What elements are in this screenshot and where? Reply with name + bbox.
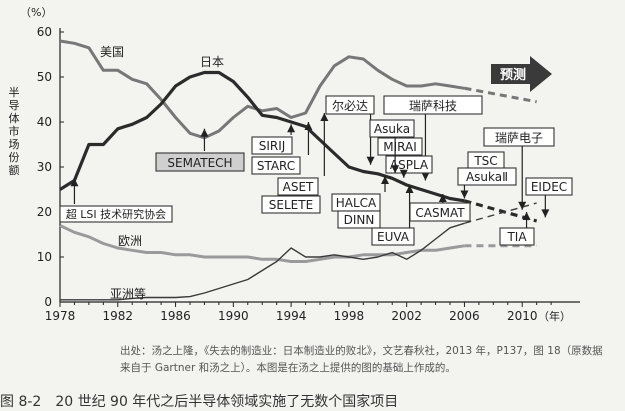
y-unit-label: （%） — [20, 6, 52, 19]
annotation-arrowhead — [518, 201, 527, 210]
annotation-arrowhead — [421, 172, 430, 181]
annotation-box — [377, 137, 423, 156]
annotation-label: EUVA — [377, 230, 410, 244]
annotation-box — [499, 227, 535, 246]
forecast-arrow-shape — [491, 56, 552, 92]
x-tick-label: 2002 — [391, 309, 422, 323]
annotation-box — [59, 205, 173, 223]
annotation-label: ASET — [283, 180, 314, 194]
y-tick-label: 60 — [37, 25, 52, 39]
annotation-box — [457, 167, 517, 186]
x-tick-label: 1986 — [160, 309, 191, 323]
annotation-label: CASMAT — [415, 206, 465, 220]
figure-caption: 图 8-2 20 世纪 90 年代之后半导体领域实施了无数个国家项目 — [0, 394, 399, 410]
annotation-arrowhead — [405, 185, 414, 193]
x-tick-label: 1994 — [276, 309, 307, 323]
y-tick-label: 0 — [44, 295, 52, 309]
annotation-arrowhead — [541, 209, 550, 218]
y-axis-label-char: 额 — [9, 164, 20, 177]
annotation-box — [371, 227, 415, 246]
annotation-arrowhead — [438, 194, 447, 202]
x-tick-label: 2010 — [507, 309, 538, 323]
annotation-box — [337, 210, 381, 229]
series-label-europe: 欧洲 — [118, 234, 142, 248]
annotation-arrowhead — [522, 212, 531, 220]
annotation-box — [383, 95, 483, 115]
annotation-label: ASPLA — [390, 158, 429, 172]
annotation-arrowhead — [320, 113, 329, 121]
annotation-box — [483, 127, 555, 147]
annotation-box — [251, 136, 293, 155]
annotation-box — [409, 202, 471, 222]
series-projection-亚洲等 — [464, 202, 537, 224]
annotation-label: 尔必达 — [332, 98, 368, 113]
annotation-box — [525, 177, 573, 196]
y-axis-label-char: 份 — [9, 151, 20, 164]
series-line-日本 — [59, 70, 465, 203]
x-unit-label: （年） — [538, 309, 571, 323]
source-note: 出处：汤之上隆，《失去的制造业：日本制造业的败北》，文艺春秋社，2013 年，P… — [120, 345, 603, 374]
y-axis-label-char: 半 — [9, 85, 20, 99]
annotation-arrowhead — [70, 178, 79, 187]
annotation-label: 超 LSI 技术研究协会 — [66, 207, 166, 221]
annotation-arrowhead — [399, 169, 408, 178]
y-tick-label: 10 — [37, 250, 52, 264]
annotation-label: TSC — [473, 154, 497, 168]
annotation-arrowhead — [381, 176, 389, 184]
forecast-arrow-label: 预测 — [500, 67, 526, 83]
annotation-box — [261, 195, 321, 214]
y-axis-label-char: 体 — [9, 111, 20, 125]
y-tick-label: 50 — [37, 70, 52, 84]
x-tick-label: 1990 — [218, 309, 249, 323]
x-tick-label: 1982 — [103, 309, 134, 323]
annotation-box — [251, 156, 301, 175]
series-label-asia: 亚洲等 — [110, 287, 146, 301]
y-axis-label-char: 场 — [9, 137, 20, 151]
y-tick-label: 20 — [37, 205, 52, 219]
annotation-arrowhead — [366, 156, 375, 165]
annotation-label: 瑞萨科技 — [409, 99, 457, 113]
annotation-label: 瑞萨电子 — [495, 131, 543, 145]
annotation-label: STARC — [257, 159, 295, 173]
annotation-arrowhead — [391, 165, 400, 174]
annotation-arrowhead — [304, 122, 313, 130]
annotation-label: Asuka — [374, 122, 410, 136]
series-line-美国 — [59, 39, 465, 140]
annotation-box — [385, 155, 433, 174]
annotation-label: HALCA — [336, 196, 377, 210]
annotation-label: AsukaⅡ — [466, 170, 508, 184]
y-axis-label-char: 市 — [9, 124, 20, 138]
annotation-label: SELETE — [269, 198, 313, 212]
annotation-box — [369, 119, 415, 138]
y-tick-label: 30 — [37, 160, 52, 174]
annotation-arrowhead — [287, 124, 296, 133]
x-tick-label: 2006 — [449, 309, 480, 323]
series-line-亚洲等 — [60, 222, 465, 301]
annotation-box — [155, 152, 245, 172]
annotation-arrowhead — [460, 190, 469, 199]
annotation-label: SEMATECH — [167, 156, 232, 170]
annotation-label: SIRIJ — [259, 139, 286, 153]
annotation-arrowhead — [200, 128, 209, 137]
annotation-label: DINN — [344, 213, 375, 227]
series-label-japan: 日本 — [200, 55, 224, 69]
series-label-us: 美国 — [100, 45, 124, 59]
annotation-box — [325, 95, 375, 115]
annotation-label: TIA — [506, 230, 527, 244]
annotation-box — [277, 177, 319, 196]
y-tick-label: 40 — [37, 115, 52, 129]
x-tick-label: 1978 — [45, 309, 76, 323]
x-tick-label: 1998 — [334, 309, 365, 323]
series-projection-美国 — [464, 86, 537, 104]
annotation-label: EIDEC — [531, 180, 567, 194]
y-axis-label-char: 导 — [9, 99, 20, 112]
annotation-label: MIRAI — [383, 140, 417, 154]
